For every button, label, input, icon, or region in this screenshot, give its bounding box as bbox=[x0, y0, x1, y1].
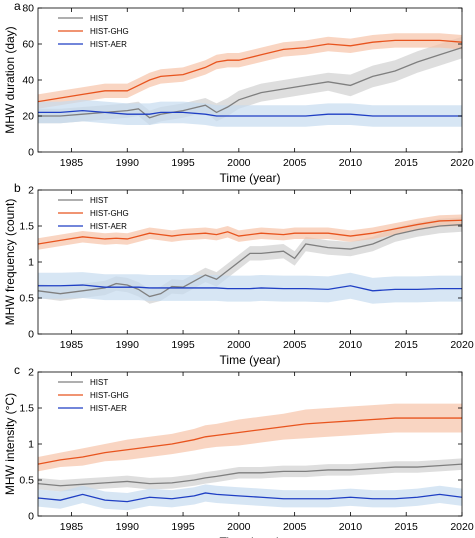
x-axis-title: Time (year) bbox=[220, 171, 281, 185]
plot-area bbox=[38, 33, 462, 127]
legend: HIST HIST-GHG HIST-AER bbox=[58, 378, 129, 413]
legend-label: HIST-AER bbox=[90, 222, 127, 231]
x-axis-title: Time (year) bbox=[220, 353, 281, 367]
x-tick-label: 2020 bbox=[450, 339, 474, 351]
series-line-hist-ghg bbox=[38, 219, 462, 245]
y-tick-label: 60 bbox=[22, 39, 34, 51]
x-tick-label: 2005 bbox=[283, 521, 307, 533]
y-axis-title: MHW duration (day) bbox=[3, 26, 17, 133]
legend-label: HIST bbox=[90, 196, 108, 205]
x-tick-label: 1985 bbox=[60, 157, 84, 169]
plot-area bbox=[38, 214, 462, 304]
x-axis-title: Time (year) bbox=[220, 535, 281, 538]
x-tick-label: 2020 bbox=[450, 521, 474, 533]
y-tick-label: 2 bbox=[28, 185, 34, 197]
uncertainty-band-hist-ghg bbox=[38, 403, 462, 472]
series-line-hist-ghg bbox=[38, 39, 462, 103]
x-tick-label: 2000 bbox=[227, 521, 251, 533]
y-tick-label: 1.5 bbox=[19, 403, 34, 415]
y-tick-label: 1.5 bbox=[19, 221, 34, 233]
x-tick-label: 2010 bbox=[339, 157, 363, 169]
x-tick-label: 1990 bbox=[116, 157, 140, 169]
legend-label: HIST bbox=[90, 14, 108, 23]
y-tick-label: 1 bbox=[28, 439, 34, 451]
y-tick-label: 0 bbox=[28, 329, 34, 341]
legend-label: HIST bbox=[90, 378, 108, 387]
y-tick-label: 2 bbox=[28, 367, 34, 379]
uncertainty-band-hist bbox=[38, 458, 462, 492]
y-tick-label: 80 bbox=[22, 3, 34, 15]
x-tick-label: 2015 bbox=[395, 157, 419, 169]
x-tick-label: 2010 bbox=[339, 521, 363, 533]
x-tick-label: 2000 bbox=[227, 157, 251, 169]
legend-label: HIST-GHG bbox=[90, 209, 129, 218]
y-axis-title: MHW frequency (count) bbox=[3, 199, 17, 326]
panel-label: a bbox=[14, 0, 21, 13]
x-tick-label: 1990 bbox=[116, 339, 140, 351]
x-tick-label: 1995 bbox=[171, 157, 195, 169]
uncertainty-band-hist-aer bbox=[38, 484, 462, 511]
legend: HIST HIST-GHG HIST-AER bbox=[58, 14, 129, 49]
legend: HIST HIST-GHG HIST-AER bbox=[58, 196, 129, 231]
series-line-hist bbox=[38, 463, 462, 487]
y-tick-label: 0 bbox=[28, 511, 34, 523]
x-tick-label: 2005 bbox=[283, 339, 307, 351]
y-tick-label: 0.5 bbox=[19, 293, 34, 305]
legend-label: HIST-AER bbox=[90, 404, 127, 413]
series-line-hist-aer bbox=[38, 109, 462, 117]
x-tick-label: 1990 bbox=[116, 521, 140, 533]
x-tick-label: 1985 bbox=[60, 521, 84, 533]
x-tick-label: 1995 bbox=[171, 339, 195, 351]
uncertainty-band-hist bbox=[38, 217, 462, 304]
legend-label: HIST-AER bbox=[90, 40, 127, 49]
uncertainty-band-hist-aer bbox=[38, 99, 462, 127]
x-tick-label: 2020 bbox=[450, 157, 474, 169]
x-tick-label: 2015 bbox=[395, 339, 419, 351]
y-axis-title: MHW intensity (°C) bbox=[3, 393, 17, 495]
plot-area bbox=[38, 403, 462, 511]
y-tick-label: 20 bbox=[22, 111, 34, 123]
legend-label: HIST-GHG bbox=[90, 391, 129, 400]
chart-panel-a: 1985 1990 1995 2000 2005 2010 2015 2020 0 20 40 60 8… bbox=[3, 0, 474, 185]
x-tick-label: 2000 bbox=[227, 339, 251, 351]
series-line-hist-aer bbox=[38, 284, 462, 292]
x-tick-label: 1995 bbox=[171, 521, 195, 533]
y-tick-label: 40 bbox=[22, 75, 34, 87]
panel-label: b bbox=[14, 181, 21, 195]
y-tick-label: 0.5 bbox=[19, 475, 34, 487]
chart-panel-b: 1985 1990 1995 2000 2005 2010 2015 2020 0 0.5 1 1.5… bbox=[3, 181, 474, 367]
series-line-hist-ghg bbox=[38, 417, 462, 465]
series-line-hist bbox=[38, 46, 462, 119]
x-tick-label: 2005 bbox=[283, 157, 307, 169]
legend-label: HIST-GHG bbox=[90, 27, 129, 36]
x-tick-label: 2010 bbox=[339, 339, 363, 351]
chart-panel-c: 1985 1990 1995 2000 2005 2010 2015 2020 0 0.5 1 1.5… bbox=[3, 363, 474, 538]
y-tick-label: 0 bbox=[28, 147, 34, 159]
uncertainty-band-hist-aer bbox=[38, 272, 462, 304]
uncertainty-band-hist-ghg bbox=[38, 214, 462, 250]
series-line-hist bbox=[38, 223, 462, 298]
y-tick-label: 1 bbox=[28, 257, 34, 269]
x-tick-label: 2015 bbox=[395, 521, 419, 533]
series-line-hist-aer bbox=[38, 492, 462, 503]
panel-label: c bbox=[14, 363, 20, 377]
x-tick-label: 1985 bbox=[60, 339, 84, 351]
